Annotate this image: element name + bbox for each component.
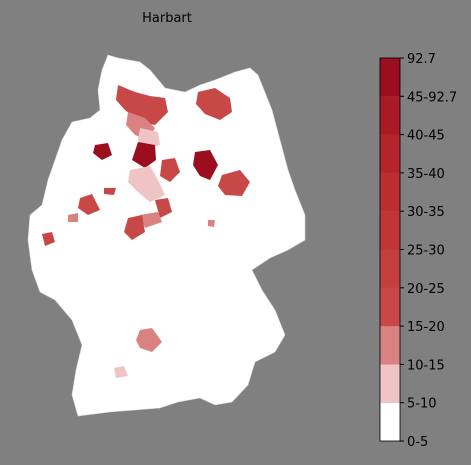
colorbar-label: 5-10: [407, 397, 437, 412]
region: [155, 198, 172, 218]
colorbar-label: 35-40: [407, 167, 445, 182]
region: [140, 212, 162, 228]
region: [218, 170, 250, 196]
colorbar-label: 0-5: [407, 435, 428, 450]
region: [116, 85, 168, 125]
colorbar-segment: [380, 172, 400, 212]
colorbar-label: 92.7: [407, 52, 436, 67]
region: [78, 194, 100, 215]
colorbar-segment: [380, 134, 400, 173]
region: [208, 220, 215, 227]
colorbar-label: 15-20: [407, 320, 445, 335]
region: [124, 215, 145, 240]
colorbar-segment: [380, 326, 400, 365]
region: [136, 328, 162, 352]
region: [93, 143, 112, 160]
colorbar-segment: [380, 402, 400, 441]
region: [68, 213, 78, 222]
region: [104, 188, 116, 195]
colorbar-segment: [380, 287, 400, 327]
colorbar-segment: [380, 249, 400, 288]
colorbar-segment: [380, 211, 400, 250]
region: [114, 366, 128, 378]
region: [196, 88, 232, 120]
region: [160, 158, 180, 182]
colorbar-label: 30-35: [407, 205, 445, 220]
colorbar-segment: [380, 58, 400, 97]
map-title: Harbart: [142, 11, 192, 26]
region: [193, 150, 218, 180]
region: [128, 166, 165, 202]
germany-map: [27, 54, 306, 417]
colorbar-segment: [380, 364, 400, 403]
colorbar-label: 20-25: [407, 282, 445, 297]
colorbar: 0-5 5-10 10-15 15-20 20-25 25-30 30-35 35-40 40-…: [379, 52, 457, 450]
colorbar-label: 40-45: [407, 129, 445, 144]
region: [42, 232, 55, 246]
colorbar-segment: [380, 96, 400, 135]
colorbar-label: 10-15: [407, 358, 445, 373]
colorbar-label: 45-92.7: [407, 90, 457, 105]
region: [132, 142, 156, 168]
colorbar-label: 25-30: [407, 244, 445, 259]
